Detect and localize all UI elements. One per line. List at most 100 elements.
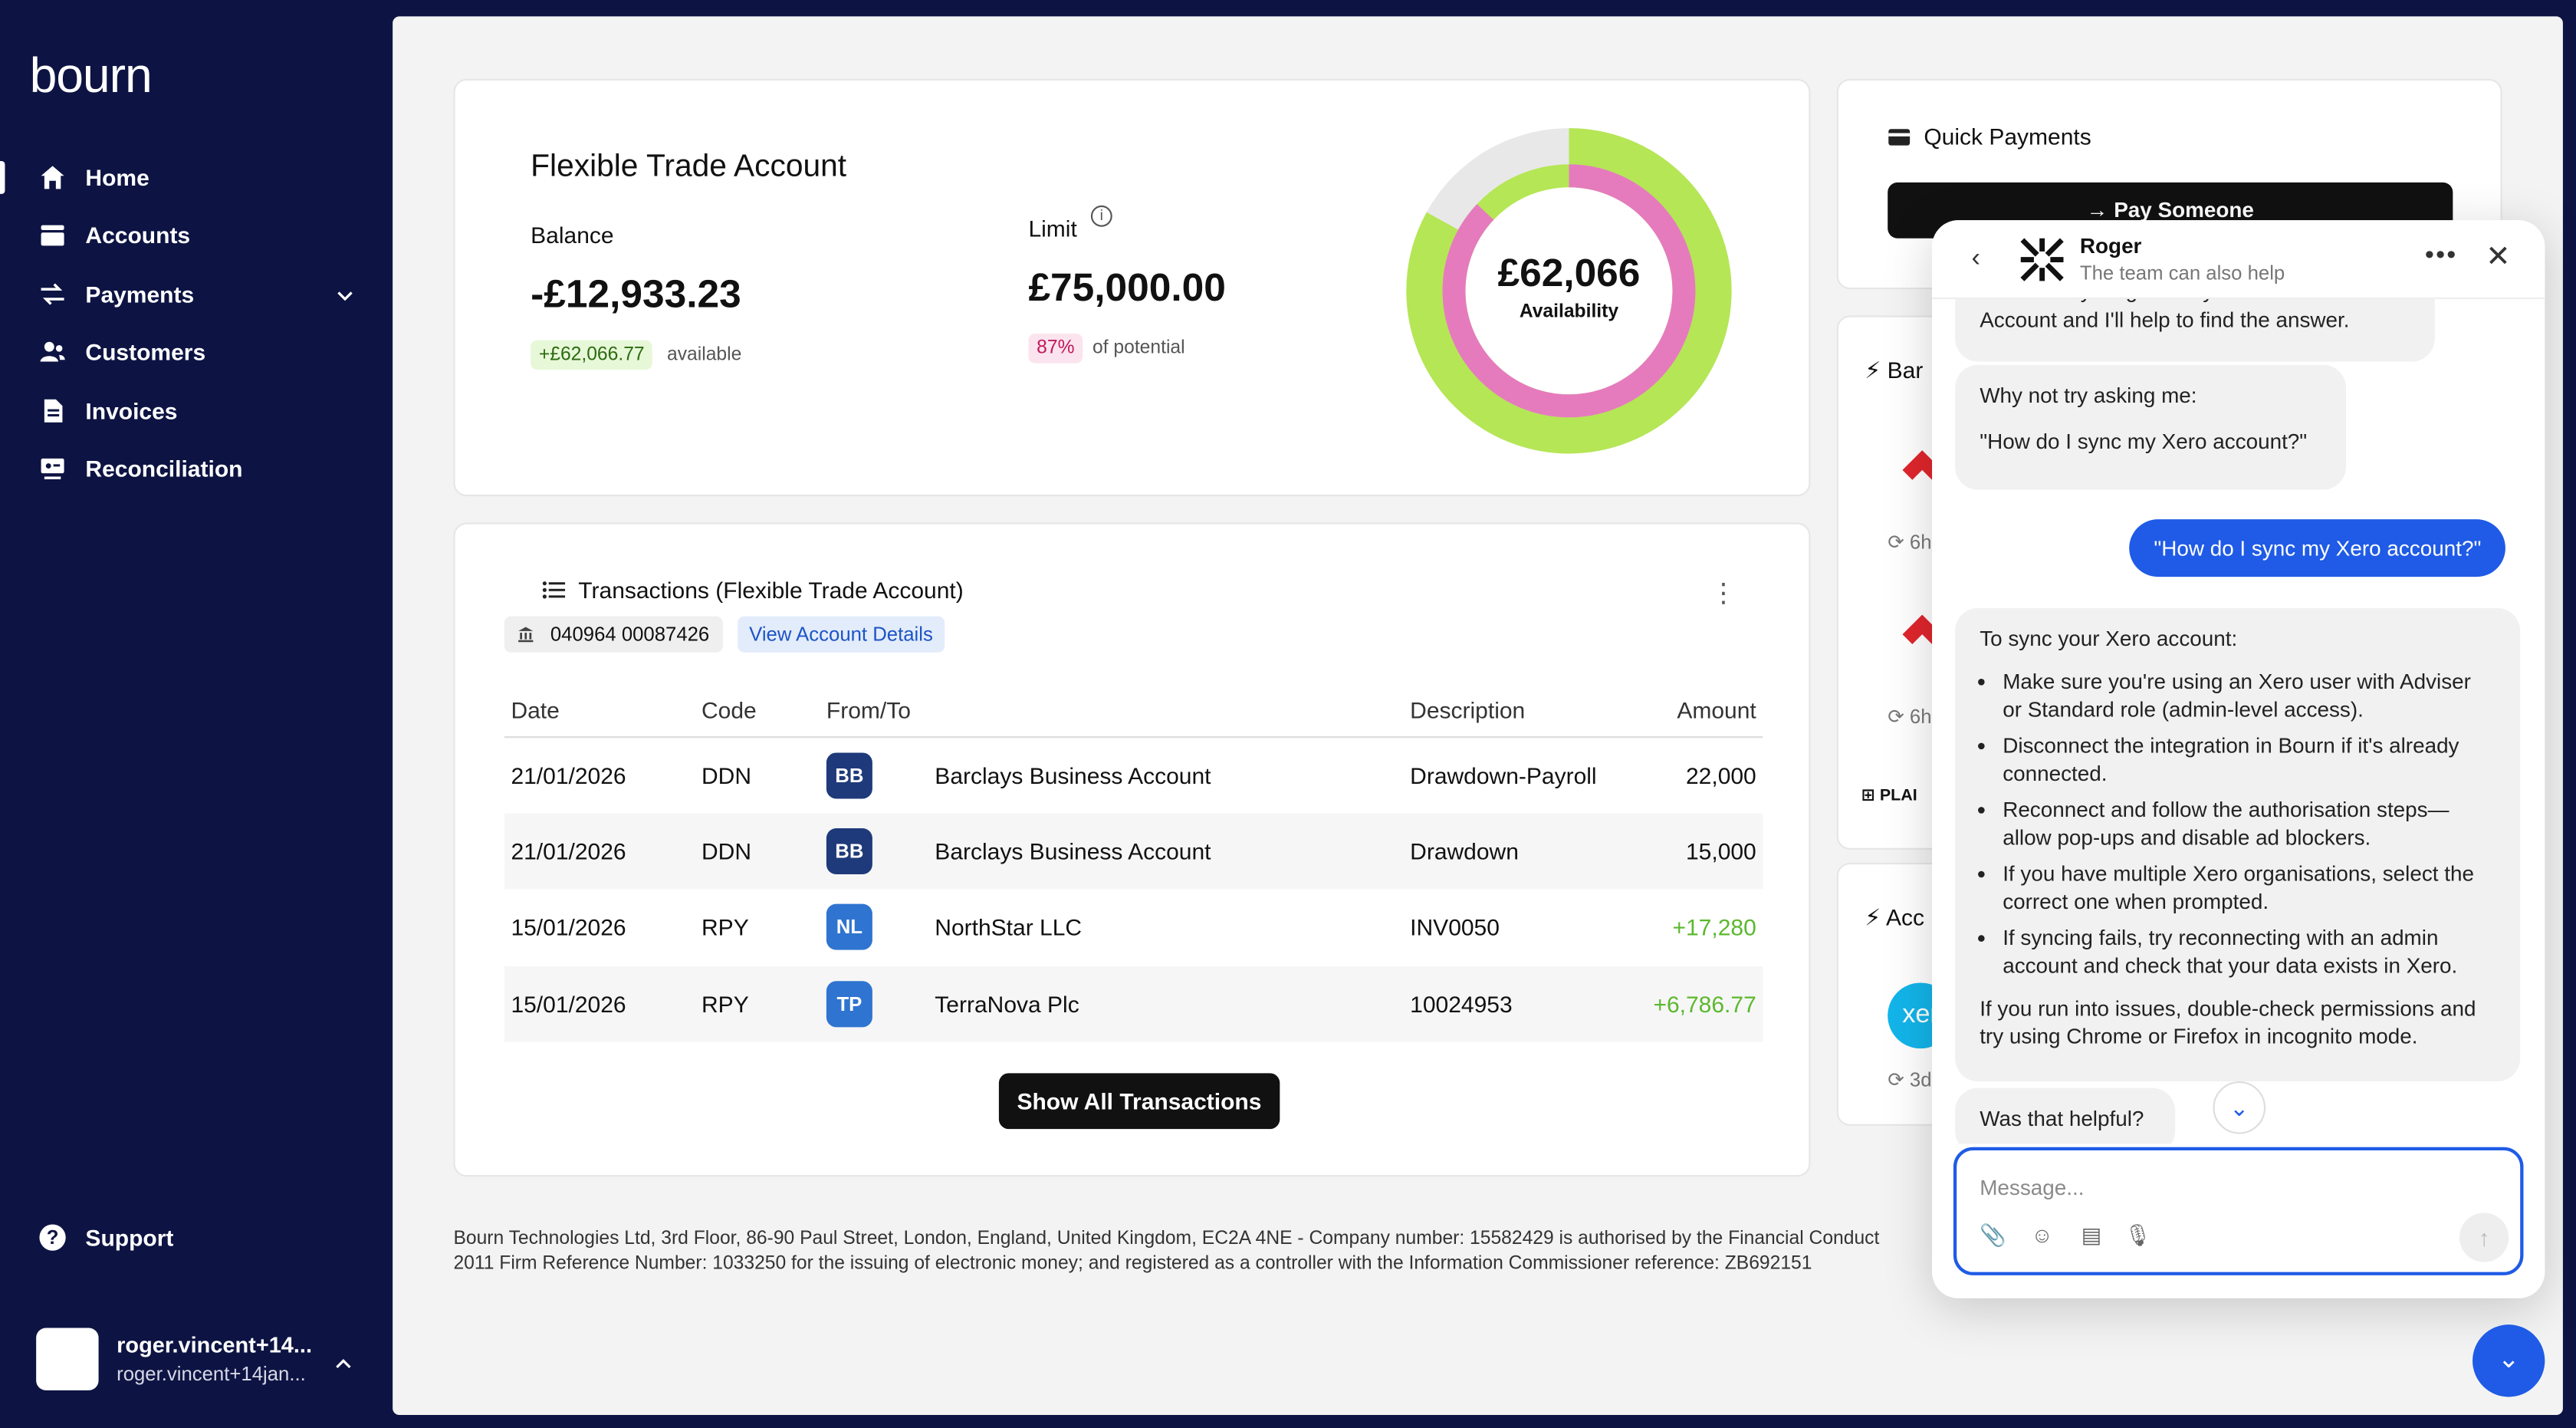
sidebar-item-home[interactable]: Home [0, 148, 393, 206]
user-menu[interactable]: roger.vincent+14... roger.vincent+14jan.… [36, 1328, 312, 1390]
accounts-icon [39, 222, 65, 248]
bot-message: To sync your Xero account: Make sure you… [1955, 607, 2521, 1082]
customers-icon [39, 339, 65, 365]
bank-connections-title-text: Bar [1887, 357, 1924, 383]
chat-widget: ‹ Roger The team can also help ••• ✕ Ask… [1932, 220, 2545, 1298]
microphone-icon[interactable]: 🎙 [2124, 1222, 2152, 1248]
sync-status: ⟳ 3d [1888, 1068, 1932, 1091]
legal-footer: Bourn Technologies Ltd, 3rd Floor, 86-90… [453, 1228, 1964, 1277]
cell-amount: 22,000 [1685, 762, 1756, 788]
plaid-text: PLAI [1879, 787, 1917, 806]
cell-amount: 15,000 [1628, 812, 1763, 890]
pay-someone-label: Pay Someone [2114, 197, 2254, 222]
cell-amount: +17,280 [1672, 913, 1756, 941]
party-avatar: BB [826, 828, 872, 874]
table-row[interactable]: 15/01/2026 RPY TP TerraNova Plc 10024953 +6,7… [504, 965, 1763, 1042]
attachment-icon[interactable]: 📎 [1980, 1222, 2006, 1248]
card-icon [1888, 128, 1911, 145]
list-item: Make sure you're using an Xero user with… [2003, 666, 2496, 724]
cell-date: 15/01/2026 [504, 965, 695, 1042]
cell-amount: +6,786.77 [1628, 965, 1763, 1042]
sidebar-item-label: Customers [85, 338, 206, 366]
info-icon[interactable]: i [1090, 205, 1112, 227]
account-title: Flexible Trade Account [531, 150, 847, 185]
table-row[interactable]: 21/01/2026 DDN BB Barclays Business Account… [504, 736, 1763, 813]
gif-icon[interactable]: ▤ [2081, 1222, 2102, 1248]
column-header-from-to[interactable]: From/To [820, 683, 1404, 738]
more-options-icon[interactable]: ⋮ [1710, 580, 1737, 608]
reconciliation-icon [39, 456, 65, 482]
message-line: To sync your Xero account: [1980, 626, 2238, 651]
more-icon[interactable]: ••• [2424, 242, 2458, 270]
sidebar-item-invoices[interactable]: Invoices [0, 381, 393, 439]
account-number-chip: 040964 00087426 [504, 616, 723, 653]
message-input[interactable] [1980, 1170, 2489, 1203]
chevron-up-icon[interactable] [335, 1351, 351, 1380]
list-icon [542, 581, 566, 599]
sync-time: 6h [1909, 531, 1932, 554]
support-link[interactable]: ? Support [39, 1224, 173, 1251]
chat-messages[interactable]: Ask me anything about your Flexible Trad… [1932, 299, 2545, 1144]
transactions-title-text: Transactions (Flexible Trade Account) [578, 577, 964, 604]
sidebar-item-label: Reconciliation [85, 456, 243, 482]
cell-badge: TP [820, 965, 928, 1042]
sync-status: ⟳ 6h [1888, 705, 1932, 729]
limit-label: Limit [1028, 215, 1077, 242]
donut-value: £62,066 [1497, 251, 1641, 296]
send-icon[interactable]: ↑ [2459, 1212, 2509, 1262]
cell-badge: NL [820, 889, 928, 966]
party-avatar: BB [826, 752, 872, 798]
balance-label: Balance [531, 222, 614, 248]
column-header-code[interactable]: Code [695, 683, 820, 738]
bourn-logo[interactable]: bourn [29, 49, 153, 104]
show-all-transactions-button[interactable]: Show All Transactions [998, 1073, 1280, 1130]
limit-value: £75,000.00 [1028, 266, 1226, 311]
bank-icon [518, 627, 534, 643]
account-summary-card: Flexible Trade Account Balance -£12,933.… [453, 78, 1811, 497]
cell-code: DDN [695, 812, 820, 890]
chevron-down-icon[interactable] [337, 283, 353, 309]
chat-toggle-button[interactable]: ⌄ [2472, 1324, 2545, 1397]
sidebar-item-payments[interactable]: Payments [0, 265, 393, 323]
table-row[interactable]: 15/01/2026 RPY NL NorthStar LLC INV0050 +17,2… [504, 889, 1763, 966]
view-account-details-link[interactable]: View Account Details [738, 616, 945, 653]
avatar [36, 1328, 99, 1390]
emoji-icon[interactable]: ☺ [2031, 1222, 2053, 1248]
help-icon: ? [39, 1224, 66, 1251]
cell-badge: BB [820, 812, 928, 890]
column-header-description[interactable]: Description [1403, 683, 1628, 738]
home-icon [39, 164, 65, 190]
cell-from-to: NorthStar LLC [935, 913, 1083, 941]
invoices-icon [39, 397, 65, 423]
sync-time: 3d [1909, 1068, 1932, 1091]
party-avatar: TP [826, 980, 872, 1027]
sidebar-item-customers[interactable]: Customers [0, 323, 393, 381]
plaid-logo: ⊞ PLAI [1861, 787, 1917, 806]
cell-badge: BB [820, 736, 928, 813]
cell-code: RPY [695, 965, 820, 1042]
cell-date: 15/01/2026 [511, 913, 626, 941]
cell-from-to: Barclays Business Account [935, 762, 1211, 788]
accounting-title-text: Acc [1885, 903, 1924, 930]
accounting-title: ⚡ Acc [1865, 903, 1924, 930]
arrow-right-icon: → [2086, 197, 2114, 222]
utilisation-arc [1442, 164, 1696, 418]
cell-description: Drawdown-Payroll [1410, 762, 1597, 788]
sidebar-item-reconciliation[interactable]: Reconciliation [0, 439, 393, 498]
column-header-amount[interactable]: Amount [1628, 683, 1763, 738]
user-email: roger.vincent+14jan... [117, 1362, 306, 1386]
cell-from-to: Barclays Business Account [928, 812, 1404, 890]
balance-value: -£12,933.23 [531, 272, 741, 318]
cell-date: 21/01/2026 [511, 762, 626, 788]
cell-code: DDN [702, 762, 752, 788]
sidebar-item-label: Accounts [85, 222, 191, 249]
column-header-date[interactable]: Date [504, 683, 695, 738]
close-icon[interactable]: ✕ [2486, 239, 2511, 273]
quick-payments-title-text: Quick Payments [1924, 123, 2091, 150]
sidebar-item-accounts[interactable]: Accounts [0, 206, 393, 265]
cell-code: RPY [702, 913, 749, 941]
table-row[interactable]: 21/01/2026 DDN BB Barclays Business Account… [504, 812, 1763, 890]
scroll-down-icon[interactable]: ⌄ [2213, 1081, 2266, 1134]
back-icon[interactable]: ‹ [1971, 245, 1980, 273]
bank-connections-title: ⚡ Bar [1865, 357, 1924, 383]
